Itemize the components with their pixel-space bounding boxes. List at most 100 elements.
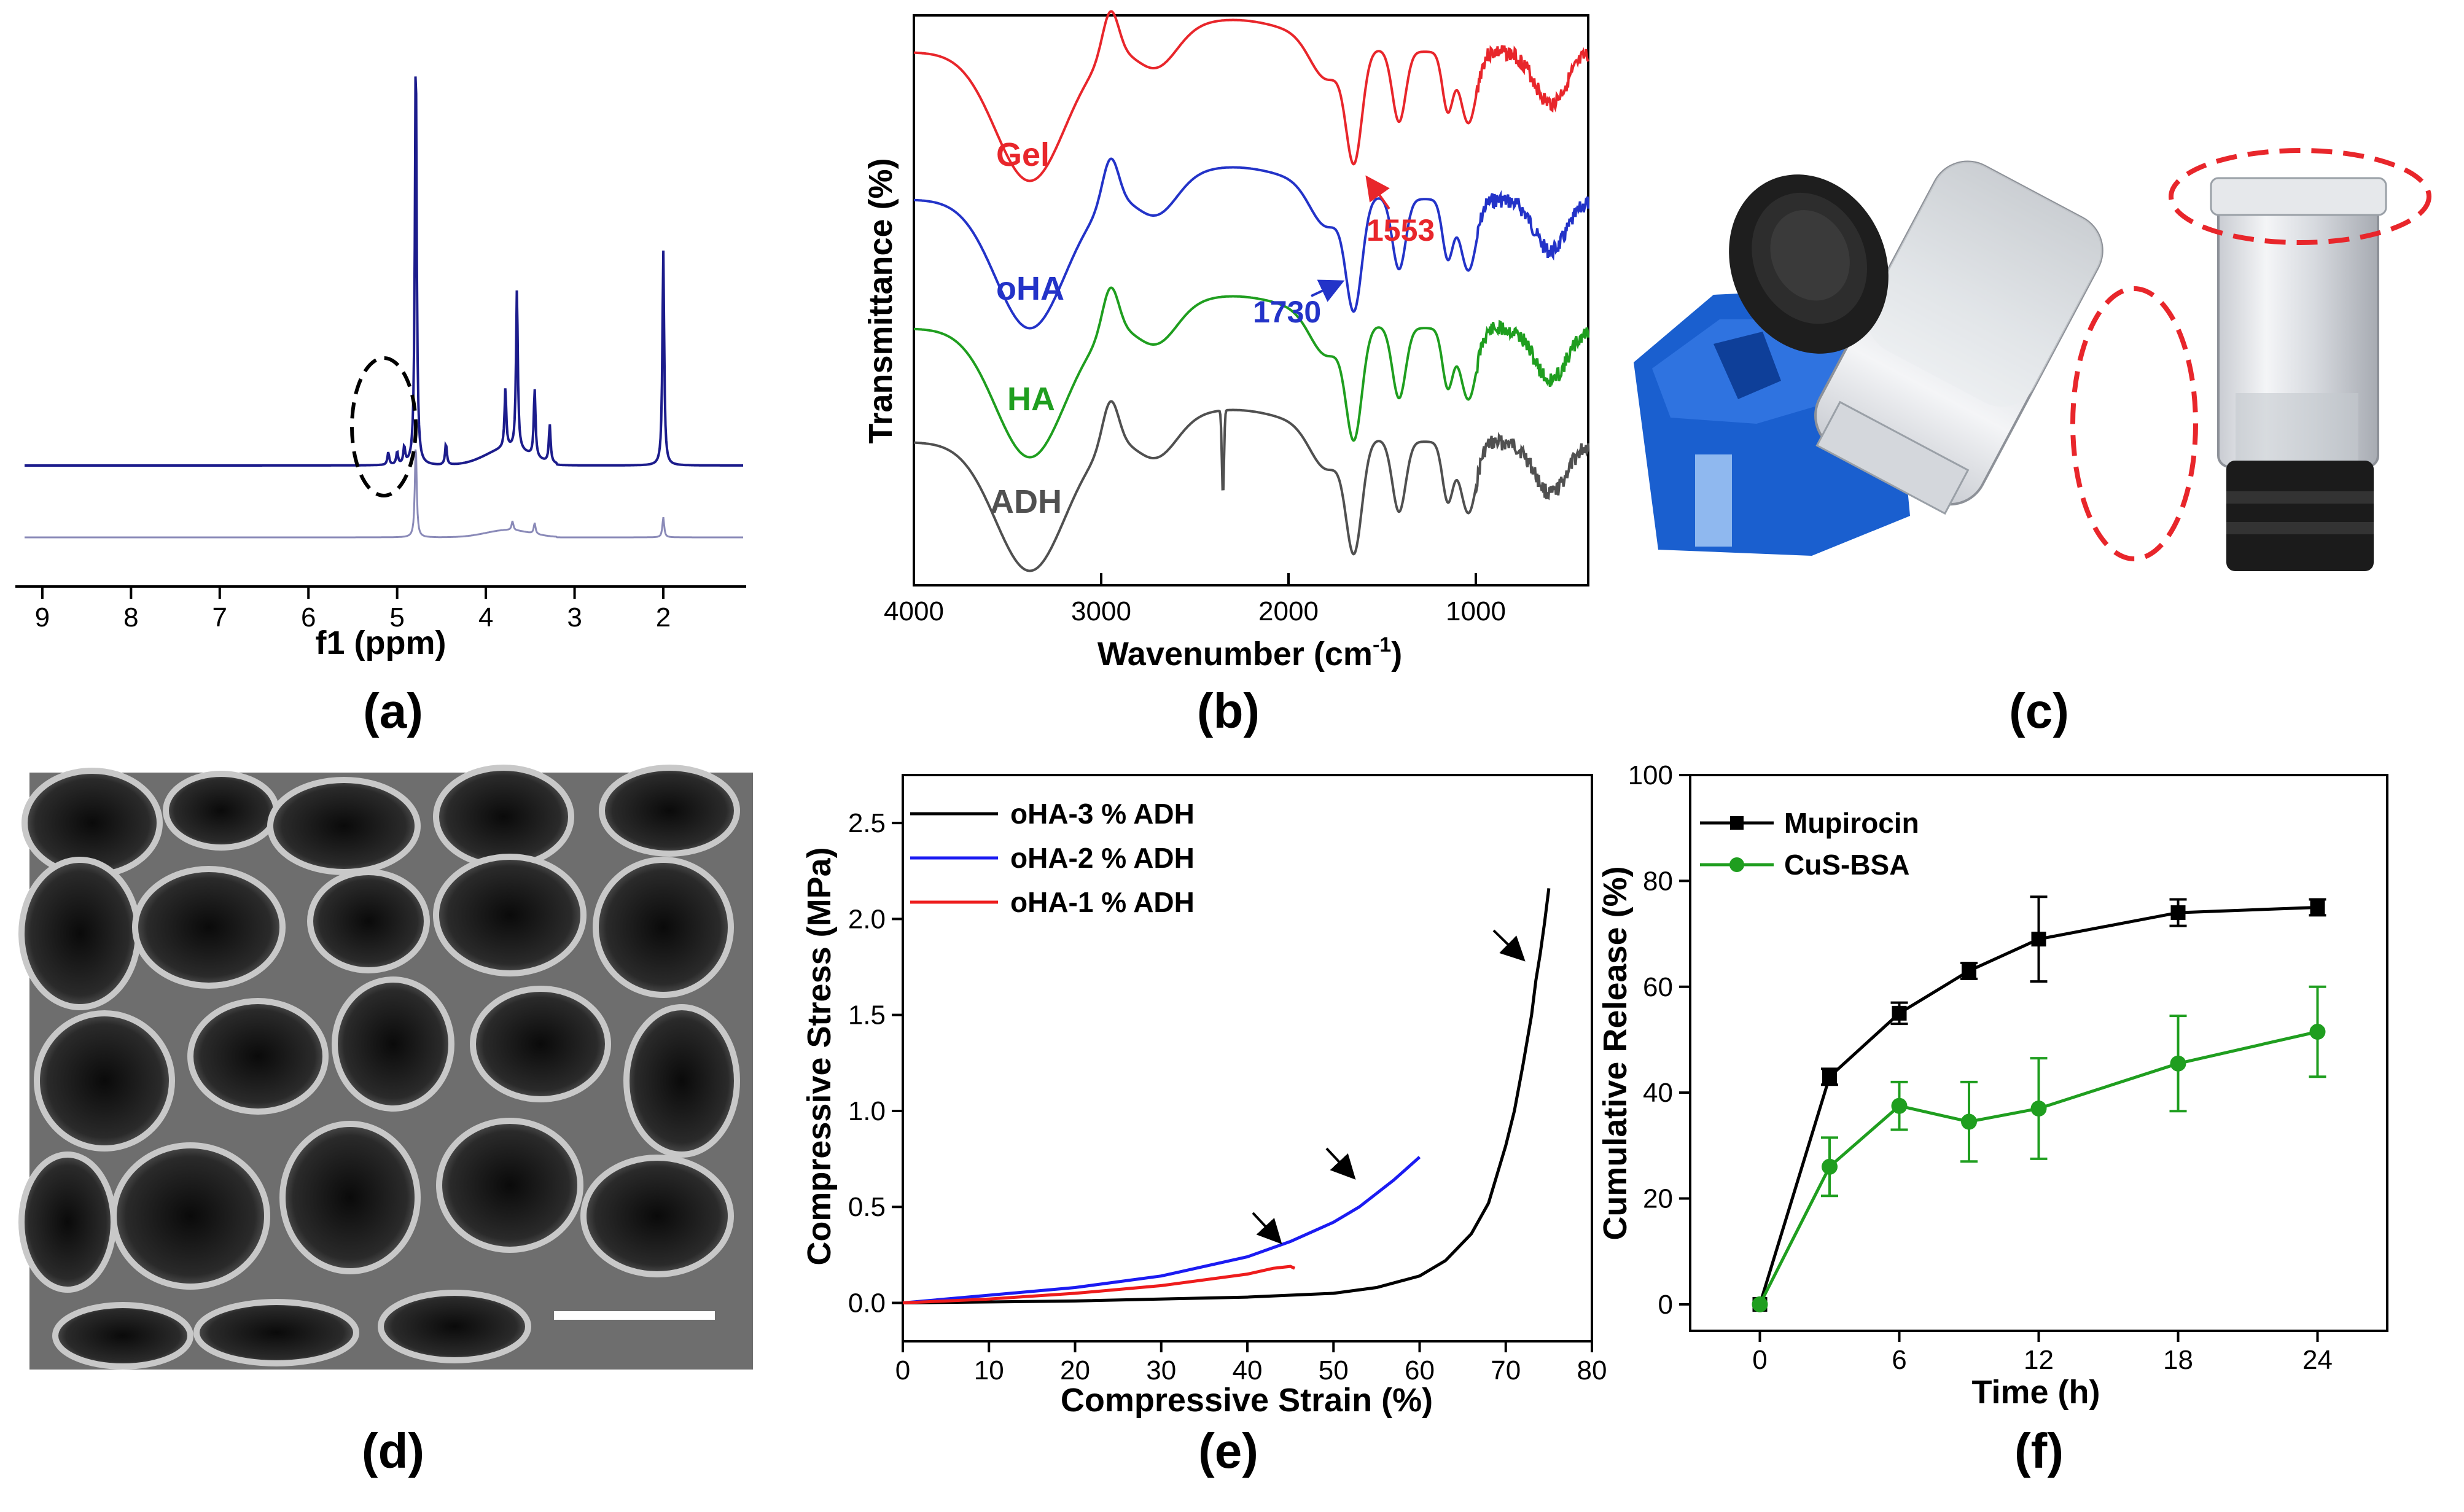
legend-label-mupirocin: Mupirocin bbox=[1784, 807, 1919, 839]
nmr-x-tick-label: 9 bbox=[35, 602, 50, 633]
stress-series bbox=[902, 888, 1551, 1304]
release-legend: Mupirocin CuS-BSA bbox=[1700, 807, 1919, 881]
nmr-x-label: f1 (ppm) bbox=[316, 625, 446, 661]
sem-pore bbox=[52, 1302, 193, 1370]
stress-y-tick-label: 2.0 bbox=[848, 904, 886, 934]
ftir-panel: 4000 3000 2000 1000 Gel oHA HA ADH 1553 173… bbox=[862, 10, 1589, 738]
nmr-x-ticks: 9 8 7 6 5 4 3 2 bbox=[35, 586, 671, 633]
sem-pore bbox=[436, 1118, 583, 1253]
data-point-cus-bsa bbox=[1961, 1113, 1977, 1130]
sem-pore bbox=[132, 866, 286, 989]
sem-pore bbox=[111, 1142, 270, 1290]
release-y-label: Cumulative Release (%) bbox=[1597, 866, 1634, 1240]
stress-line-1 bbox=[902, 1265, 1296, 1304]
ftir-line-oha bbox=[913, 157, 1589, 330]
release-y-tick-label: 40 bbox=[1643, 1078, 1673, 1108]
stress-x-tick-label: 80 bbox=[1577, 1355, 1607, 1385]
stress-x-tick-label: 10 bbox=[974, 1355, 1004, 1385]
sem-pore bbox=[267, 777, 421, 875]
arrow-oha3 bbox=[1492, 929, 1526, 962]
sem-pore bbox=[193, 1299, 359, 1366]
sem-pore bbox=[433, 765, 574, 869]
nmr-x-tick-label: 7 bbox=[212, 602, 227, 633]
data-point-mupirocin bbox=[2170, 905, 2186, 921]
sem-pore bbox=[187, 998, 329, 1115]
stress-x-tick-label: 20 bbox=[1060, 1355, 1090, 1385]
panel-label-b: (b) bbox=[1197, 684, 1260, 738]
ftir-arrow-1553 bbox=[1365, 175, 1390, 210]
tilted-vial-cap bbox=[1729, 174, 1889, 354]
ftir-arrow-1730 bbox=[1311, 279, 1345, 302]
nmr-x-tick-label: 6 bbox=[301, 602, 316, 633]
stress-x-label: Compressive Strain (%) bbox=[1061, 1382, 1433, 1419]
stress-line-2 bbox=[902, 1156, 1421, 1304]
sem-pore bbox=[593, 857, 734, 998]
legend-label-3: oHA-3 % ADH bbox=[1010, 798, 1195, 830]
red-dashed-ellipse-tilted bbox=[2070, 286, 2198, 561]
data-point-cus-bsa bbox=[1891, 1097, 1908, 1114]
sem-pore bbox=[307, 869, 430, 973]
sem-image: (d) bbox=[18, 765, 753, 1478]
release-x-tick-label: 18 bbox=[2163, 1345, 2193, 1375]
stress-y-tick-label: 2.5 bbox=[848, 808, 886, 838]
stress-y-tick-label: 0.5 bbox=[848, 1192, 886, 1222]
sem-pore bbox=[332, 976, 454, 1112]
sem-pore bbox=[433, 854, 587, 976]
stress-x-tick-label: 40 bbox=[1233, 1355, 1263, 1385]
stress-x-tick-label: 0 bbox=[895, 1355, 910, 1385]
sem-pore bbox=[599, 765, 740, 857]
ftir-x-ticks: 4000 3000 2000 1000 bbox=[884, 573, 1506, 626]
sem-pore bbox=[18, 1152, 117, 1293]
nmr-x-tick-label: 2 bbox=[656, 602, 671, 633]
stress-y-tick-label: 1.5 bbox=[848, 1000, 886, 1031]
ftir-series-label-adh: ADH bbox=[990, 483, 1062, 520]
legend-label-cus: CuS-BSA bbox=[1784, 849, 1909, 881]
upright-vial-cap bbox=[2226, 461, 2374, 571]
data-point-cus-bsa bbox=[2030, 1101, 2047, 1116]
data-point-mupirocin bbox=[2310, 900, 2325, 915]
data-point-mupirocin bbox=[1892, 1005, 1907, 1021]
panel-label-d: (d) bbox=[362, 1424, 424, 1478]
release-y-tick-label: 60 bbox=[1643, 972, 1673, 1002]
scale-bar bbox=[554, 1311, 715, 1320]
nmr-spectrum-top bbox=[25, 76, 743, 467]
stress-x-tick-label: 60 bbox=[1405, 1355, 1435, 1385]
stress-legend: oHA-3 % ADH oHA-2 % ADH oHA-1 % ADH bbox=[910, 798, 1195, 918]
release-x-tick-label: 24 bbox=[2302, 1345, 2333, 1375]
arrow-oha1 bbox=[1252, 1212, 1282, 1244]
nmr-x-tick-label: 3 bbox=[567, 602, 582, 633]
red-dashed-ellipse-upright bbox=[2169, 148, 2431, 245]
release-x-tick-label: 6 bbox=[1892, 1345, 1906, 1375]
nmr-x-tick-label: 8 bbox=[123, 602, 138, 633]
data-point-cus-bsa bbox=[2309, 1024, 2326, 1040]
ftir-series-label-ha: HA bbox=[1007, 381, 1055, 418]
ftir-annotation-1730: 1730 bbox=[1253, 295, 1321, 329]
nmr-dashed-ellipse bbox=[350, 356, 418, 497]
nmr-x-tick-label: 5 bbox=[389, 602, 404, 633]
stress-x-tick-label: 30 bbox=[1146, 1355, 1176, 1385]
nmr-x-tick-label: 4 bbox=[478, 602, 493, 633]
sem-pore bbox=[580, 1155, 734, 1277]
release-x-tick-label: 0 bbox=[1752, 1345, 1767, 1375]
stress-x-tick-label: 70 bbox=[1491, 1355, 1521, 1385]
stress-y-tick-label: 1.0 bbox=[848, 1096, 886, 1126]
legend-label-1: oHA-1 % ADH bbox=[1010, 886, 1195, 918]
data-point-mupirocin bbox=[1822, 1069, 1837, 1085]
ftir-x-tick-label: 2000 bbox=[1258, 596, 1319, 626]
ftir-x-tick-label: 3000 bbox=[1071, 596, 1131, 626]
release-x-label: Time (h) bbox=[1971, 1374, 2100, 1411]
ftir-series-label-oha: oHA bbox=[996, 270, 1064, 307]
sem-pore bbox=[34, 1010, 175, 1152]
stress-strain-panel: 0 10 20 30 40 50 60 70 80 0.0 0.5 1.0 1.5 2.0 2.5 oHA-… bbox=[801, 774, 1607, 1478]
sem-pore bbox=[18, 857, 141, 1010]
ftir-x-tick-label: 1000 bbox=[1446, 596, 1506, 626]
release-x-tick-label: 12 bbox=[2024, 1345, 2054, 1375]
tilted-vial bbox=[1814, 160, 2103, 515]
panel-label-a: (a) bbox=[363, 684, 423, 738]
data-point-cus-bsa bbox=[2170, 1055, 2186, 1072]
sem-pore bbox=[279, 1121, 421, 1274]
ftir-x-tick-label: 4000 bbox=[884, 596, 944, 626]
stress-line-3 bbox=[902, 888, 1551, 1304]
data-point-mupirocin bbox=[1962, 963, 1976, 978]
